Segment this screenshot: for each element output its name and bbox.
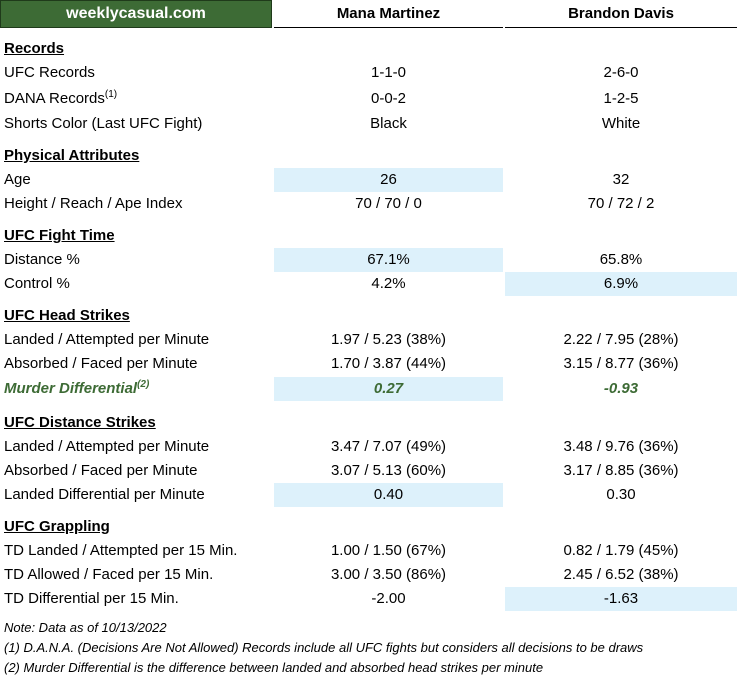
fighter1-value: 1.00 / 1.50 (67%) xyxy=(330,542,447,559)
fighter1-value: -2.00 xyxy=(371,590,406,607)
fighter2-value: 3.48 / 9.76 (36%) xyxy=(563,438,679,455)
section-fight-time: UFC Fight Time xyxy=(0,224,737,248)
fighter1-value: 3.00 / 3.50 (86%) xyxy=(330,566,447,583)
table-row: Control % 4.2% 6.9% xyxy=(0,272,737,296)
section-records: Records xyxy=(0,37,737,61)
fighter1-value: 1.70 / 3.87 (44%) xyxy=(330,355,447,372)
row-label: Height / Reach / Ape Index xyxy=(4,195,183,212)
table-row: Height / Reach / Ape Index 70 / 70 / 0 7… xyxy=(0,192,737,216)
fighter2-value: -1.63 xyxy=(505,587,737,611)
footnote-marker: (1) xyxy=(104,89,118,100)
row-label: Landed / Attempted per Minute xyxy=(4,331,210,348)
fighter2-value: 3.17 / 8.85 (36%) xyxy=(563,462,679,479)
fighter2-value: 6.9% xyxy=(505,272,737,296)
footnote-1: (1) D.A.N.A. (Decisions Are Not Allowed)… xyxy=(4,640,644,655)
table-row: Landed Differential per Minute 0.40 0.30 xyxy=(0,483,737,507)
row-label: Age xyxy=(4,171,31,188)
row-label: Shorts Color (Last UFC Fight) xyxy=(4,115,203,132)
fighter1-value: 0.27 xyxy=(274,377,503,401)
section-title: UFC Distance Strikes xyxy=(4,414,156,431)
fighter2-header: Brandon Davis xyxy=(505,0,737,28)
table-row: UFC Records 1-1-0 2-6-0 xyxy=(0,61,737,85)
fighter1-value: 0.40 xyxy=(274,483,503,507)
fighter1-value: 26 xyxy=(274,168,503,192)
fighter2-value: White xyxy=(601,115,641,132)
section-physical: Physical Attributes xyxy=(0,144,737,168)
fighter1-value: 1-1-0 xyxy=(370,64,407,81)
section-title: UFC Grappling xyxy=(4,518,110,535)
table-row: Absorbed / Faced per Minute 3.07 / 5.13 … xyxy=(0,459,737,483)
table-row: Distance % 67.1% 65.8% xyxy=(0,248,737,272)
section-title: Records xyxy=(4,40,65,57)
fighter2-value: 70 / 72 / 2 xyxy=(587,195,655,212)
fighter1-value: 70 / 70 / 0 xyxy=(355,195,422,212)
fighter2-value: 0.82 / 1.79 (45%) xyxy=(563,542,679,559)
row-label: Absorbed / Faced per Minute xyxy=(4,462,198,479)
table-row: Age 26 32 xyxy=(0,168,737,192)
row-label-text: Murder Differential xyxy=(4,380,138,397)
row-label: Landed / Attempted per Minute xyxy=(4,438,210,455)
fighter2-value: 32 xyxy=(612,171,630,188)
section-title: UFC Head Strikes xyxy=(4,307,130,324)
fighter1-value: 1.97 / 5.23 (38%) xyxy=(330,331,447,348)
fighter1-value: 3.47 / 7.07 (49%) xyxy=(330,438,447,455)
row-label: Absorbed / Faced per Minute xyxy=(4,355,198,372)
fighter1-header: Mana Martinez xyxy=(274,0,503,28)
table-row: TD Allowed / Faced per 15 Min. 3.00 / 3.… xyxy=(0,563,737,587)
row-label: DANA Records(1) xyxy=(4,87,117,111)
footnote-marker: (2) xyxy=(137,379,150,390)
fighter1-value: 0-0-2 xyxy=(370,90,407,107)
fighter2-value: 3.15 / 8.77 (36%) xyxy=(563,355,679,372)
section-distance-strikes: UFC Distance Strikes xyxy=(0,411,737,435)
table-row: Shorts Color (Last UFC Fight) Black Whit… xyxy=(0,112,737,136)
table-row: TD Landed / Attempted per 15 Min. 1.00 /… xyxy=(0,539,737,563)
site-brand: weeklycasual.com xyxy=(0,0,272,28)
row-label: UFC Records xyxy=(4,64,95,81)
fighter2-value: 65.8% xyxy=(599,251,643,268)
table-row: Landed / Attempted per Minute 1.97 / 5.2… xyxy=(0,328,737,352)
row-label-text: DANA Records xyxy=(4,90,105,107)
fighter1-value: 4.2% xyxy=(371,275,406,292)
row-label: Control % xyxy=(4,275,70,292)
table-row: Absorbed / Faced per Minute 1.70 / 3.87 … xyxy=(0,352,737,376)
section-title: UFC Fight Time xyxy=(4,227,115,244)
table-row: Landed / Attempted per Minute 3.47 / 7.0… xyxy=(0,435,737,459)
data-date-note: Note: Data as of 10/13/2022 xyxy=(4,620,167,635)
fighter2-value: 1-2-5 xyxy=(603,90,639,107)
row-label: Landed Differential per Minute xyxy=(4,486,205,503)
section-head-strikes: UFC Head Strikes xyxy=(0,304,737,328)
table-row: Murder Differential(2) 0.27 -0.93 xyxy=(0,377,737,401)
fighter2-value: 2.22 / 7.95 (28%) xyxy=(563,331,679,348)
row-label: Murder Differential(2) xyxy=(4,377,149,401)
fighter1-value: Black xyxy=(370,115,407,132)
row-label: TD Landed / Attempted per 15 Min. xyxy=(4,542,238,559)
fighter2-value: 2-6-0 xyxy=(603,64,639,81)
fighter2-value: 2.45 / 6.52 (38%) xyxy=(563,566,679,583)
table-row: TD Differential per 15 Min. -2.00 -1.63 xyxy=(0,587,737,611)
row-label: Distance % xyxy=(4,251,80,268)
row-label: TD Allowed / Faced per 15 Min. xyxy=(4,566,214,583)
footnote-2: (2) Murder Differential is the differenc… xyxy=(4,660,544,675)
fighter2-value: 0.30 xyxy=(606,486,636,503)
row-label: TD Differential per 15 Min. xyxy=(4,590,179,607)
table-row: DANA Records(1) 0-0-2 1-2-5 xyxy=(0,87,737,111)
fighter1-value: 3.07 / 5.13 (60%) xyxy=(330,462,447,479)
fighter2-value: -0.93 xyxy=(603,380,639,397)
section-title: Physical Attributes xyxy=(4,147,140,164)
section-grappling: UFC Grappling xyxy=(0,515,737,539)
fighter1-value: 67.1% xyxy=(274,248,503,272)
